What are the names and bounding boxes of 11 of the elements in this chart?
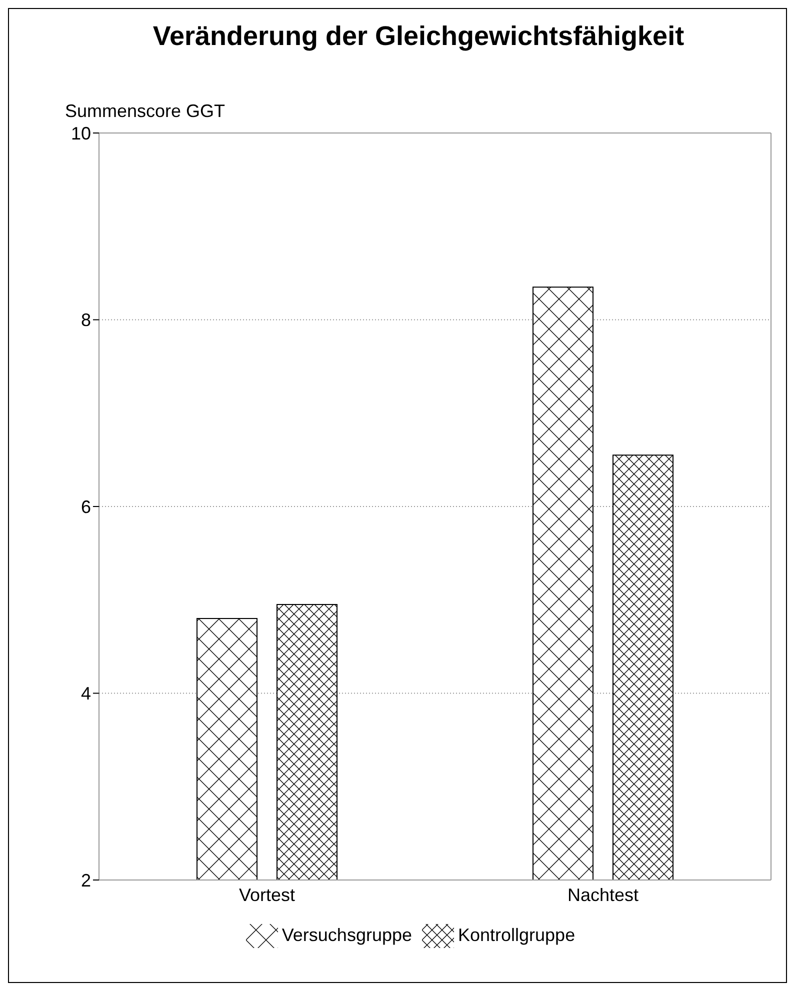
y-tick-label: 10 bbox=[70, 123, 91, 144]
y-axis-title: Summenscore GGT bbox=[65, 101, 226, 122]
y-tick-label: 8 bbox=[80, 310, 91, 330]
y-tick-label: 4 bbox=[80, 684, 91, 704]
legend-label: Versuchsgruppe bbox=[282, 924, 412, 945]
x-tick-label: Vortest bbox=[238, 884, 296, 905]
x-tick-label: Nachtest bbox=[567, 884, 639, 905]
chart-title: Veränderung der Gleichgewichtsfähigkeit bbox=[152, 21, 686, 52]
legend-label: Kontrollgruppe bbox=[458, 924, 576, 945]
y-tick-label: 6 bbox=[80, 496, 91, 517]
y-tick-label: 2 bbox=[80, 870, 91, 890]
